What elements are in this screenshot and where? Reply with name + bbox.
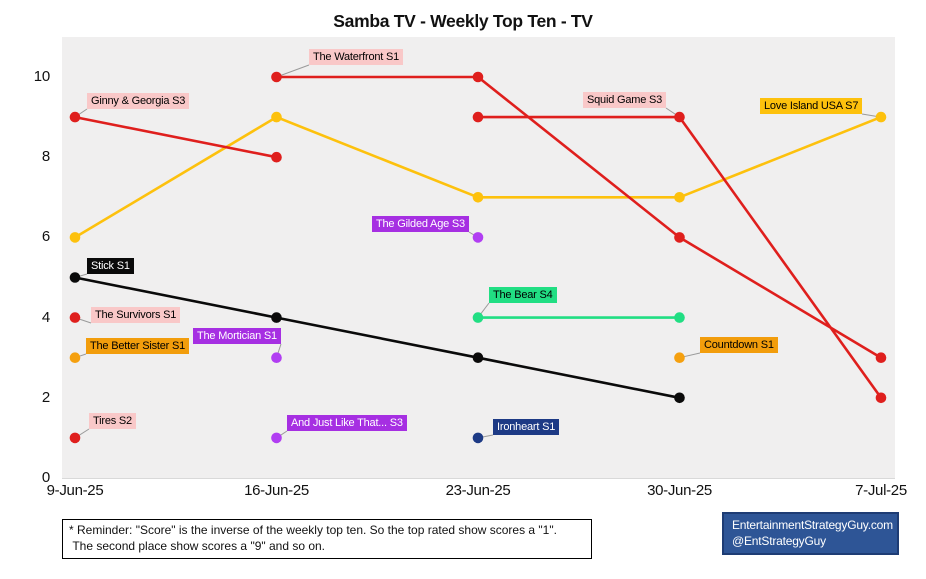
- series-label-squid-game-s3: Squid Game S3: [583, 92, 667, 108]
- plot-area: Love Island USA S7 The Bear S4 Stick S1 The…: [62, 37, 895, 479]
- data-point-squid-game-s3: [472, 111, 484, 123]
- x-axis-tick-30-jun-25: 30-Jun-25: [647, 482, 712, 499]
- data-point-squid-game-s3: [875, 392, 887, 404]
- series-label-the-survivors-s1: The Survivors S1: [91, 307, 181, 323]
- data-point-love-island-usa-s7: [674, 192, 685, 203]
- series-label-the-mortician-s1: The Mortician S1: [193, 328, 281, 344]
- data-point-the-mortician-s1: [271, 352, 282, 364]
- attribution-box: EntertainmentStrategyGuy.com @EntStrateg…: [722, 512, 899, 556]
- series-line-stick-s1: [73, 276, 681, 400]
- attribution-site: EntertainmentStrategyGuy.com: [732, 518, 893, 532]
- data-point-the-bear-s4: [472, 312, 484, 323]
- data-point-the-waterfront-s1: [875, 352, 887, 364]
- footnote-line-1: * Reminder: "Score" is the inverse of th…: [69, 523, 557, 537]
- series-label-the-better-sister-s1: The Better Sister S1: [86, 338, 190, 354]
- data-point-the-waterfront-s1: [674, 232, 685, 243]
- data-point-and-just-like-that-s3: [271, 432, 282, 444]
- data-point-the-better-sister-s1: [69, 352, 81, 364]
- series-label-the-gilded-age-s3: The Gilded Age S3: [372, 216, 469, 232]
- series-label-the-waterfront-s1: The Waterfront S1: [309, 49, 404, 65]
- series-label-and-just-like-that-s3: And Just Like That... S3: [287, 415, 407, 431]
- series-label-ginny-georgia-s3: Ginny & Georgia S3: [87, 93, 190, 109]
- data-point-ginny-georgia-s3: [271, 151, 282, 163]
- series-label-stick-s1: Stick S1: [87, 258, 134, 274]
- data-point-the-waterfront-s1: [271, 71, 282, 83]
- series-line-ginny-georgia-s3: [73, 115, 278, 159]
- series-line-love-island-usa-s7: [73, 115, 883, 239]
- data-point-stick-s1: [674, 392, 685, 404]
- x-axis-tick-7-jul-25: 7-Jul-25: [855, 482, 907, 499]
- footnote-box: * Reminder: "Score" is the inverse of th…: [62, 519, 592, 559]
- y-axis-tick-10: 10: [33, 68, 50, 85]
- x-axis-tick-23-jun-25: 23-Jun-25: [445, 482, 511, 499]
- x-axis-tick-16-jun-25: 16-Jun-25: [244, 482, 309, 499]
- data-point-love-island-usa-s7: [271, 111, 282, 123]
- data-point-the-survivors-s1: [69, 312, 81, 323]
- y-axis-tick-8: 8: [41, 148, 50, 166]
- attribution-handle: @EntStrategyGuy: [732, 533, 826, 548]
- y-axis-tick-4: 4: [41, 308, 50, 326]
- x-axis-tick-9-jun-25: 9-Jun-25: [46, 482, 104, 499]
- data-point-stick-s1: [69, 272, 81, 283]
- data-point-countdown-s1: [674, 352, 685, 364]
- data-point-tires-s2: [69, 432, 81, 444]
- chart-canvas: [69, 64, 887, 444]
- data-point-the-bear-s4: [674, 312, 685, 323]
- data-point-ginny-georgia-s3: [69, 111, 81, 123]
- leader-line-the-waterfront-s1: [276, 64, 310, 78]
- data-point-ironheart-s1: [472, 432, 484, 444]
- data-point-the-gilded-age-s3: [472, 232, 484, 243]
- series-label-love-island-usa-s7: Love Island USA S7: [760, 98, 863, 114]
- data-point-the-waterfront-s1: [472, 71, 484, 83]
- y-axis-tick-2: 2: [41, 388, 50, 406]
- data-point-love-island-usa-s7: [875, 111, 887, 123]
- series-label-ironheart-s1: Ironheart S1: [493, 419, 560, 435]
- series-label-tires-s2: Tires S2: [89, 413, 136, 429]
- data-point-love-island-usa-s7: [472, 192, 484, 203]
- data-point-squid-game-s3: [674, 111, 685, 123]
- y-axis-tick-0: 0: [41, 469, 50, 486]
- series-label-countdown-s1: Countdown S1: [700, 337, 778, 353]
- y-axis-tick-6: 6: [41, 228, 50, 246]
- data-point-love-island-usa-s7: [69, 232, 81, 243]
- chart-title: Samba TV - Weekly Top Ten - TV: [333, 11, 593, 31]
- series-line-the-waterfront-s1: [275, 75, 883, 360]
- data-point-stick-s1: [271, 312, 282, 323]
- data-point-stick-s1: [472, 352, 484, 364]
- footnote-line-2: The second place show scores a "9" and s…: [69, 538, 326, 553]
- series-label-the-bear-s4: The Bear S4: [489, 287, 557, 303]
